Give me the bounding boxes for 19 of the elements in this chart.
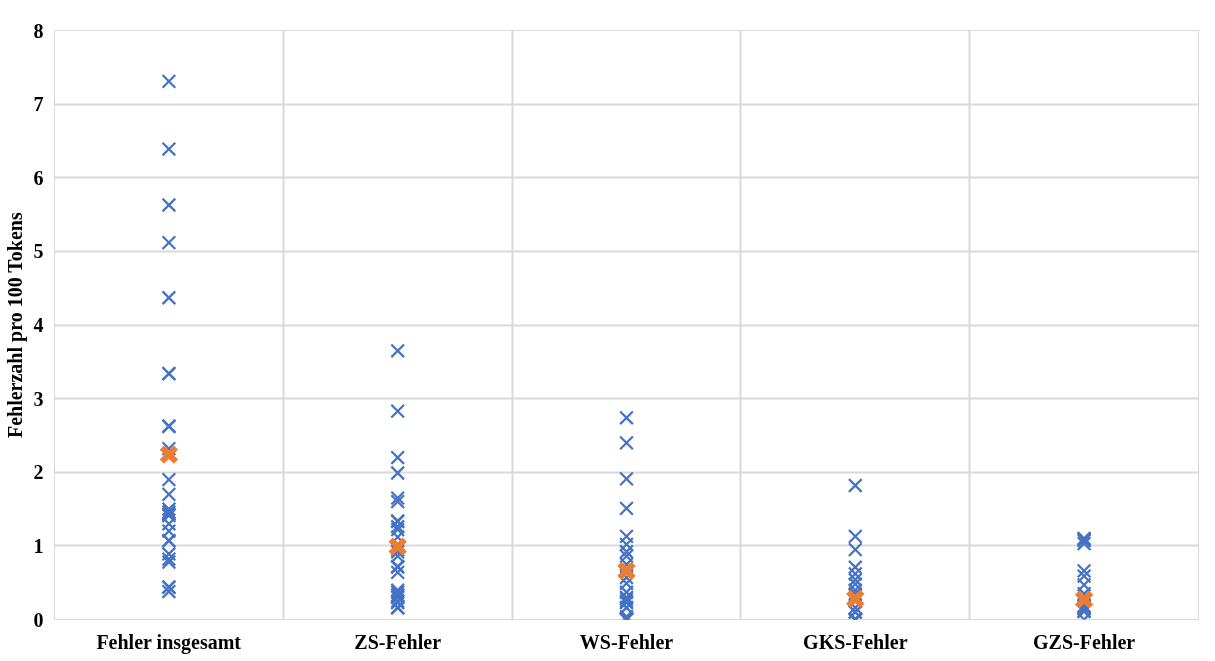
x-tick-label: ZS-Fehler	[354, 630, 442, 653]
y-axis-title: Fehlerzahl pro 100 Tokens	[3, 212, 27, 439]
x-tick-label: Fehler insgesamt	[96, 630, 242, 654]
y-tick-label: 0	[33, 608, 44, 631]
x-tick-label: GZS-Fehler	[1033, 630, 1136, 653]
y-tick-label: 5	[33, 240, 44, 263]
point	[616, 560, 637, 581]
y-tick-label: 4	[33, 314, 44, 336]
y-tick-label: 7	[33, 93, 44, 116]
x-tick-label: WS-Fehler	[579, 630, 674, 653]
y-tick-label: 1	[33, 534, 44, 557]
point	[387, 536, 408, 557]
point	[1074, 589, 1095, 610]
y-tick-label: 2	[33, 461, 44, 484]
x-tick-label: GKS-Fehler	[803, 630, 908, 653]
point	[158, 444, 179, 465]
y-tick-label: 3	[33, 387, 44, 410]
y-tick-label: 6	[33, 166, 44, 189]
y-tick-label: 8	[33, 19, 44, 42]
